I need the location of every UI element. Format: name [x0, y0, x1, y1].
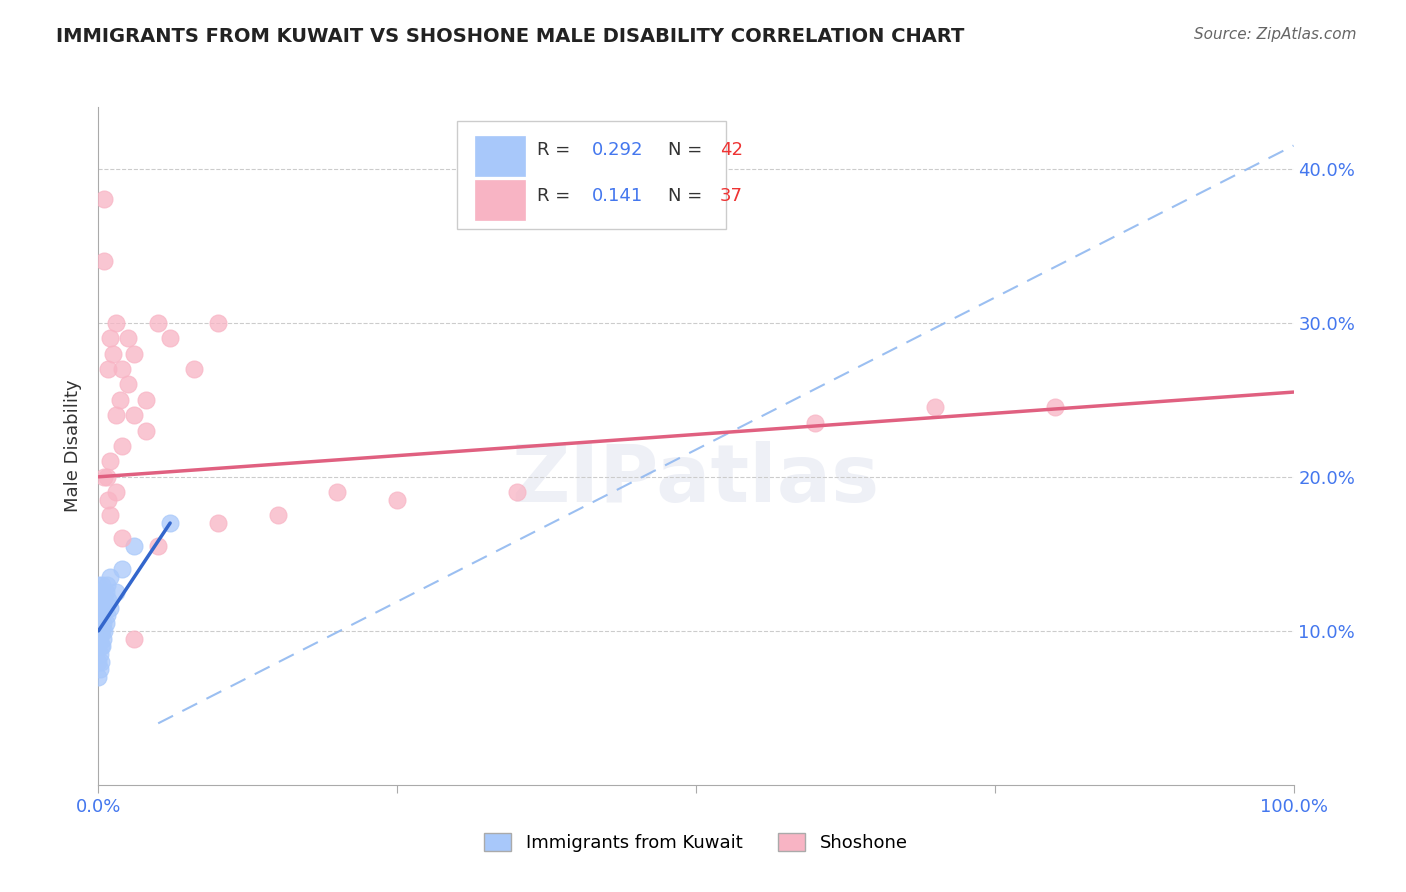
- Point: [124, 632, 146, 646]
- Point: [93, 470, 115, 484]
- Point: [87, 624, 110, 638]
- Point: [93, 254, 115, 268]
- Point: [105, 408, 128, 422]
- Point: [924, 401, 946, 415]
- Point: [87, 670, 110, 684]
- Point: [91, 632, 114, 646]
- Text: 0.292: 0.292: [592, 141, 644, 160]
- Point: [91, 608, 114, 623]
- FancyBboxPatch shape: [457, 120, 725, 229]
- Point: [159, 331, 181, 345]
- Text: ZIPatlas: ZIPatlas: [512, 441, 880, 519]
- Point: [94, 616, 117, 631]
- FancyBboxPatch shape: [475, 180, 524, 220]
- Point: [91, 624, 114, 638]
- Point: [90, 624, 112, 638]
- Point: [267, 508, 290, 523]
- Point: [124, 346, 146, 360]
- Point: [91, 640, 114, 654]
- Point: [89, 647, 111, 661]
- Point: [111, 362, 134, 376]
- Text: Source: ZipAtlas.com: Source: ZipAtlas.com: [1194, 27, 1357, 42]
- Text: R =: R =: [537, 187, 582, 205]
- Point: [148, 316, 170, 330]
- Point: [98, 600, 122, 615]
- Point: [385, 492, 409, 507]
- Point: [108, 392, 131, 407]
- Point: [135, 424, 157, 438]
- Point: [117, 377, 139, 392]
- Point: [91, 616, 114, 631]
- Point: [105, 485, 128, 500]
- Point: [207, 516, 229, 530]
- Point: [506, 485, 529, 500]
- Text: N =: N =: [668, 141, 709, 160]
- Text: 37: 37: [720, 187, 742, 205]
- Point: [207, 316, 229, 330]
- Point: [91, 600, 114, 615]
- Point: [96, 608, 118, 623]
- Point: [159, 516, 181, 530]
- Point: [326, 485, 349, 500]
- Point: [105, 316, 128, 330]
- Point: [89, 600, 111, 615]
- Text: 42: 42: [720, 141, 742, 160]
- Point: [87, 577, 110, 591]
- Y-axis label: Male Disability: Male Disability: [65, 380, 83, 512]
- Point: [87, 600, 110, 615]
- Point: [97, 593, 120, 607]
- Point: [93, 624, 115, 638]
- Point: [93, 593, 115, 607]
- Point: [90, 593, 112, 607]
- Point: [90, 655, 112, 669]
- Text: IMMIGRANTS FROM KUWAIT VS SHOSHONE MALE DISABILITY CORRELATION CHART: IMMIGRANTS FROM KUWAIT VS SHOSHONE MALE …: [56, 27, 965, 45]
- Point: [89, 624, 111, 638]
- Point: [98, 570, 122, 584]
- Point: [93, 193, 115, 207]
- Point: [101, 346, 124, 360]
- Point: [96, 577, 118, 591]
- Point: [111, 562, 134, 576]
- Point: [1043, 401, 1066, 415]
- Legend: Immigrants from Kuwait, Shoshone: Immigrants from Kuwait, Shoshone: [477, 826, 915, 860]
- Point: [97, 492, 120, 507]
- Point: [124, 539, 146, 553]
- Point: [96, 470, 118, 484]
- Point: [89, 585, 111, 599]
- FancyBboxPatch shape: [475, 136, 524, 177]
- Point: [89, 616, 111, 631]
- Text: N =: N =: [668, 187, 709, 205]
- Point: [98, 331, 122, 345]
- Point: [87, 640, 110, 654]
- Point: [87, 655, 110, 669]
- Point: [97, 362, 120, 376]
- Point: [87, 616, 110, 631]
- Point: [89, 632, 111, 646]
- Point: [135, 392, 157, 407]
- Point: [111, 439, 134, 453]
- Point: [91, 577, 114, 591]
- Point: [804, 416, 827, 430]
- Text: 0.141: 0.141: [592, 187, 644, 205]
- Point: [111, 532, 134, 546]
- Point: [87, 632, 110, 646]
- Point: [94, 585, 117, 599]
- Point: [87, 608, 110, 623]
- Point: [117, 331, 139, 345]
- Point: [98, 454, 122, 468]
- Point: [148, 539, 170, 553]
- Text: R =: R =: [537, 141, 576, 160]
- Point: [87, 593, 110, 607]
- Point: [89, 662, 111, 676]
- Point: [98, 508, 122, 523]
- Point: [105, 585, 128, 599]
- Point: [90, 608, 112, 623]
- Point: [183, 362, 205, 376]
- Point: [90, 640, 112, 654]
- Point: [124, 408, 146, 422]
